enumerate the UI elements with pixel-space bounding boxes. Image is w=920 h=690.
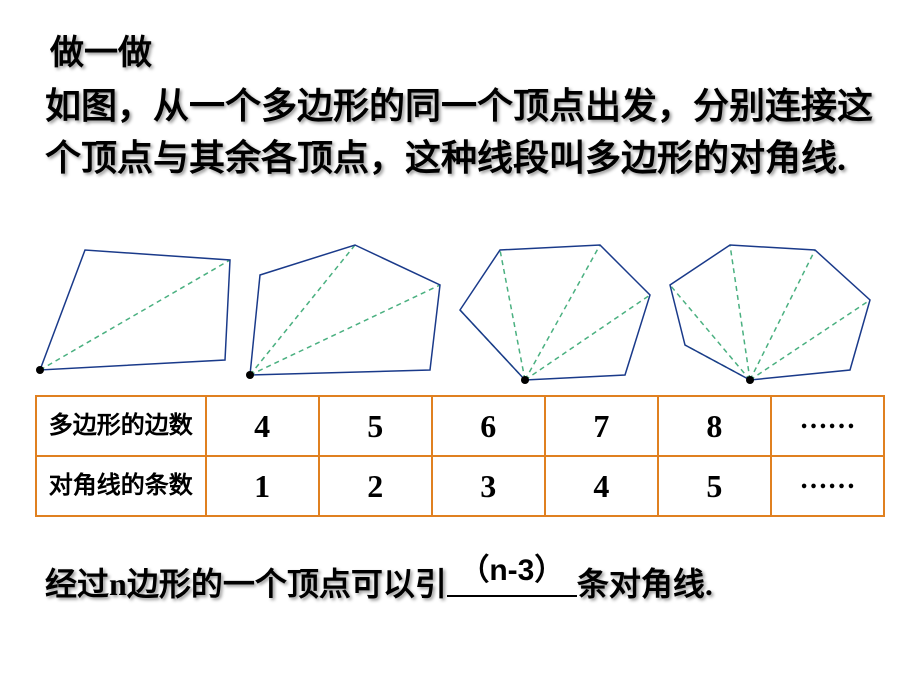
table-cell: 4: [206, 396, 319, 456]
polygon-diagrams: [30, 235, 900, 390]
row-header-diagonals: 对角线的条数: [36, 456, 206, 516]
conclusion-n: n: [109, 566, 127, 602]
blank-underline: [447, 595, 577, 597]
table-row-diagonals: 对角线的条数 1 2 3 4 5 ……: [36, 456, 884, 516]
problem-description: 如图，从一个多边形的同一个顶点出发，分别连接这个顶点与其余各顶点，这种线段叫多边…: [45, 80, 880, 184]
blank-answer: （n-3）: [447, 545, 577, 589]
table-cell: 3: [432, 456, 545, 516]
conclusion-text: 经过n边形的一个顶点可以引（n-3）条对角线.: [45, 555, 713, 605]
fill-blank: （n-3）: [447, 555, 577, 595]
table-cell: 5: [658, 456, 771, 516]
row-header-sides: 多边形的边数: [36, 396, 206, 456]
table-cell: 5: [319, 396, 432, 456]
table-cell: 6: [432, 396, 545, 456]
conclusion-suffix: 条对角线.: [577, 566, 713, 602]
table-cell: 1: [206, 456, 319, 516]
table-row-sides: 多边形的边数 4 5 6 7 8 ……: [36, 396, 884, 456]
table-cell: 7: [545, 396, 658, 456]
table-cell: 8: [658, 396, 771, 456]
conclusion-prefix: 经过: [45, 566, 109, 602]
table-cell-ellipsis: ……: [771, 396, 884, 456]
data-table: 多边形的边数 4 5 6 7 8 …… 对角线的条数 1 2 3 4 5 ……: [35, 395, 885, 517]
table-cell: 4: [545, 456, 658, 516]
exercise-title: 做一做: [50, 25, 152, 74]
table-cell: 2: [319, 456, 432, 516]
conclusion-mid: 边形的一个顶点可以引: [127, 566, 447, 602]
table-cell-ellipsis: ……: [771, 456, 884, 516]
